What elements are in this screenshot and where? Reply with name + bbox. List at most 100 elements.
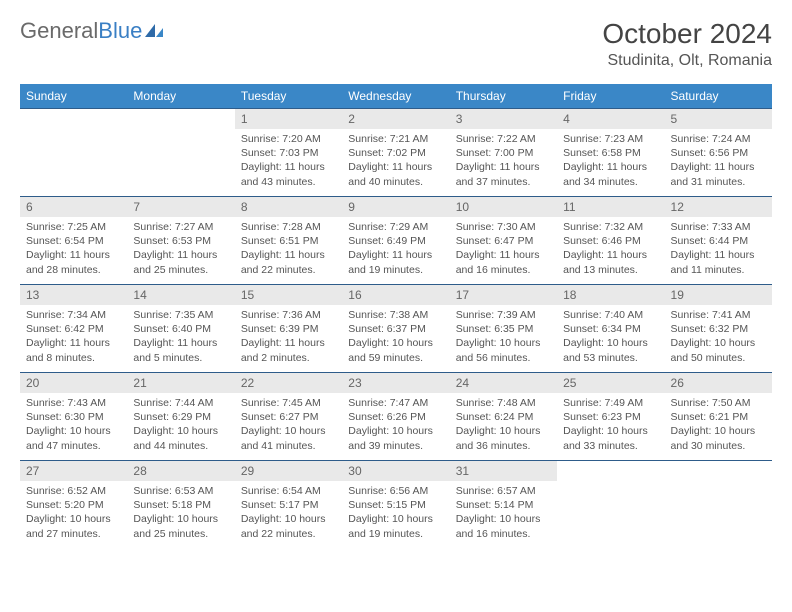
sunrise-line: Sunrise: 7:21 AM xyxy=(348,132,443,146)
daylight-line: Daylight: 11 hours and 28 minutes. xyxy=(26,248,121,276)
title-block: October 2024 Studinita, Olt, Romania xyxy=(602,18,772,70)
logo-word1: General xyxy=(20,18,98,43)
calendar-day-empty xyxy=(557,461,664,549)
sunset-line: Sunset: 6:54 PM xyxy=(26,234,121,248)
day-content: Sunrise: 7:20 AMSunset: 7:03 PMDaylight:… xyxy=(235,129,342,193)
sunset-line: Sunset: 7:00 PM xyxy=(456,146,551,160)
day-number: 16 xyxy=(342,285,449,305)
sunrise-line: Sunrise: 7:28 AM xyxy=(241,220,336,234)
day-number: 3 xyxy=(450,109,557,129)
daylight-line: Daylight: 10 hours and 33 minutes. xyxy=(563,424,658,452)
day-number: 19 xyxy=(665,285,772,305)
day-number: 15 xyxy=(235,285,342,305)
sunrise-line: Sunrise: 7:33 AM xyxy=(671,220,766,234)
day-content: Sunrise: 6:56 AMSunset: 5:15 PMDaylight:… xyxy=(342,481,449,545)
sunrise-line: Sunrise: 6:54 AM xyxy=(241,484,336,498)
sunrise-line: Sunrise: 7:40 AM xyxy=(563,308,658,322)
day-content: Sunrise: 7:43 AMSunset: 6:30 PMDaylight:… xyxy=(20,393,127,457)
daylight-line: Daylight: 10 hours and 56 minutes. xyxy=(456,336,551,364)
sunset-line: Sunset: 6:47 PM xyxy=(456,234,551,248)
calendar-day: 15Sunrise: 7:36 AMSunset: 6:39 PMDayligh… xyxy=(235,285,342,373)
sunset-line: Sunset: 6:26 PM xyxy=(348,410,443,424)
day-number: 27 xyxy=(20,461,127,481)
sunset-line: Sunset: 6:29 PM xyxy=(133,410,228,424)
daylight-line: Daylight: 11 hours and 22 minutes. xyxy=(241,248,336,276)
logo-sail-icon xyxy=(144,22,166,40)
sunset-line: Sunset: 6:51 PM xyxy=(241,234,336,248)
day-content: Sunrise: 7:41 AMSunset: 6:32 PMDaylight:… xyxy=(665,305,772,369)
calendar-day: 18Sunrise: 7:40 AMSunset: 6:34 PMDayligh… xyxy=(557,285,664,373)
daylight-line: Daylight: 10 hours and 25 minutes. xyxy=(133,512,228,540)
sunset-line: Sunset: 6:49 PM xyxy=(348,234,443,248)
daylight-line: Daylight: 11 hours and 40 minutes. xyxy=(348,160,443,188)
calendar-day: 5Sunrise: 7:24 AMSunset: 6:56 PMDaylight… xyxy=(665,109,772,197)
sunset-line: Sunset: 7:02 PM xyxy=(348,146,443,160)
day-number: 10 xyxy=(450,197,557,217)
day-content: Sunrise: 7:40 AMSunset: 6:34 PMDaylight:… xyxy=(557,305,664,369)
calendar-day: 17Sunrise: 7:39 AMSunset: 6:35 PMDayligh… xyxy=(450,285,557,373)
day-content: Sunrise: 7:47 AMSunset: 6:26 PMDaylight:… xyxy=(342,393,449,457)
day-number: 24 xyxy=(450,373,557,393)
day-number: 17 xyxy=(450,285,557,305)
daylight-line: Daylight: 10 hours and 30 minutes. xyxy=(671,424,766,452)
day-number: 18 xyxy=(557,285,664,305)
day-content: Sunrise: 7:32 AMSunset: 6:46 PMDaylight:… xyxy=(557,217,664,281)
calendar-day: 26Sunrise: 7:50 AMSunset: 6:21 PMDayligh… xyxy=(665,373,772,461)
weekday-header: Tuesday xyxy=(235,84,342,109)
day-number: 23 xyxy=(342,373,449,393)
calendar-week: 20Sunrise: 7:43 AMSunset: 6:30 PMDayligh… xyxy=(20,373,772,461)
sunset-line: Sunset: 6:56 PM xyxy=(671,146,766,160)
calendar-day: 1Sunrise: 7:20 AMSunset: 7:03 PMDaylight… xyxy=(235,109,342,197)
day-content: Sunrise: 6:54 AMSunset: 5:17 PMDaylight:… xyxy=(235,481,342,545)
daylight-line: Daylight: 10 hours and 27 minutes. xyxy=(26,512,121,540)
sunset-line: Sunset: 6:27 PM xyxy=(241,410,336,424)
sunrise-line: Sunrise: 7:50 AM xyxy=(671,396,766,410)
sunset-line: Sunset: 5:14 PM xyxy=(456,498,551,512)
daylight-line: Daylight: 11 hours and 31 minutes. xyxy=(671,160,766,188)
day-number: 7 xyxy=(127,197,234,217)
calendar-day: 22Sunrise: 7:45 AMSunset: 6:27 PMDayligh… xyxy=(235,373,342,461)
day-content: Sunrise: 6:53 AMSunset: 5:18 PMDaylight:… xyxy=(127,481,234,545)
day-number: 4 xyxy=(557,109,664,129)
day-number: 9 xyxy=(342,197,449,217)
calendar-day: 14Sunrise: 7:35 AMSunset: 6:40 PMDayligh… xyxy=(127,285,234,373)
sunrise-line: Sunrise: 7:45 AM xyxy=(241,396,336,410)
day-number: 14 xyxy=(127,285,234,305)
daylight-line: Daylight: 10 hours and 39 minutes. xyxy=(348,424,443,452)
calendar-day-empty xyxy=(20,109,127,197)
sunset-line: Sunset: 5:20 PM xyxy=(26,498,121,512)
sunrise-line: Sunrise: 7:34 AM xyxy=(26,308,121,322)
day-content: Sunrise: 7:48 AMSunset: 6:24 PMDaylight:… xyxy=(450,393,557,457)
sunrise-line: Sunrise: 7:23 AM xyxy=(563,132,658,146)
weekday-header: Sunday xyxy=(20,84,127,109)
sunset-line: Sunset: 6:34 PM xyxy=(563,322,658,336)
sunset-line: Sunset: 5:17 PM xyxy=(241,498,336,512)
day-number: 1 xyxy=(235,109,342,129)
daylight-line: Daylight: 11 hours and 11 minutes. xyxy=(671,248,766,276)
calendar-day: 3Sunrise: 7:22 AMSunset: 7:00 PMDaylight… xyxy=(450,109,557,197)
sunset-line: Sunset: 6:23 PM xyxy=(563,410,658,424)
calendar-table: SundayMondayTuesdayWednesdayThursdayFrid… xyxy=(20,84,772,549)
daylight-line: Daylight: 11 hours and 43 minutes. xyxy=(241,160,336,188)
sunset-line: Sunset: 6:40 PM xyxy=(133,322,228,336)
day-number: 6 xyxy=(20,197,127,217)
day-content: Sunrise: 7:34 AMSunset: 6:42 PMDaylight:… xyxy=(20,305,127,369)
day-content: Sunrise: 7:38 AMSunset: 6:37 PMDaylight:… xyxy=(342,305,449,369)
daylight-line: Daylight: 10 hours and 44 minutes. xyxy=(133,424,228,452)
sunset-line: Sunset: 6:58 PM xyxy=(563,146,658,160)
calendar-day: 29Sunrise: 6:54 AMSunset: 5:17 PMDayligh… xyxy=(235,461,342,549)
sunrise-line: Sunrise: 7:36 AM xyxy=(241,308,336,322)
calendar-day: 13Sunrise: 7:34 AMSunset: 6:42 PMDayligh… xyxy=(20,285,127,373)
daylight-line: Daylight: 10 hours and 53 minutes. xyxy=(563,336,658,364)
day-number: 5 xyxy=(665,109,772,129)
day-content: Sunrise: 7:36 AMSunset: 6:39 PMDaylight:… xyxy=(235,305,342,369)
calendar-day: 28Sunrise: 6:53 AMSunset: 5:18 PMDayligh… xyxy=(127,461,234,549)
calendar-day: 21Sunrise: 7:44 AMSunset: 6:29 PMDayligh… xyxy=(127,373,234,461)
daylight-line: Daylight: 11 hours and 34 minutes. xyxy=(563,160,658,188)
day-content: Sunrise: 7:35 AMSunset: 6:40 PMDaylight:… xyxy=(127,305,234,369)
logo: GeneralBlue xyxy=(20,18,166,44)
day-number: 13 xyxy=(20,285,127,305)
sunrise-line: Sunrise: 7:47 AM xyxy=(348,396,443,410)
day-content: Sunrise: 7:28 AMSunset: 6:51 PMDaylight:… xyxy=(235,217,342,281)
sunset-line: Sunset: 6:44 PM xyxy=(671,234,766,248)
